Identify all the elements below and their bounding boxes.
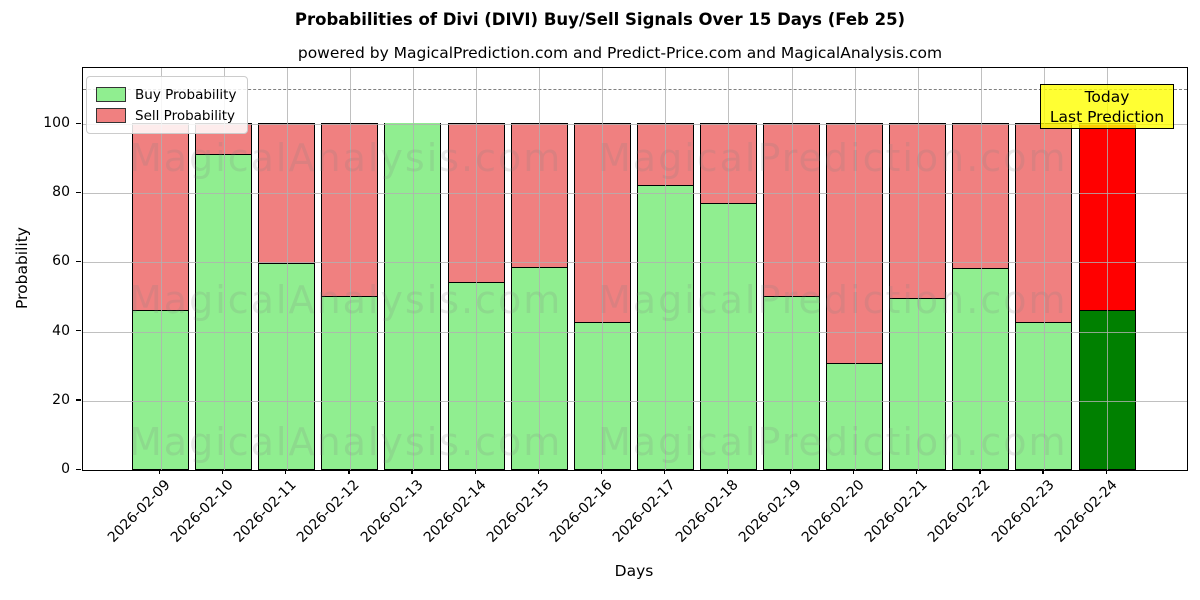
bar — [763, 122, 820, 470]
bar — [258, 122, 316, 470]
legend-label-buy: Buy Probability — [135, 86, 237, 103]
x-axis-label: Days — [614, 562, 654, 580]
bar — [889, 122, 947, 470]
x-tick-mark — [1042, 469, 1044, 474]
y-tick-label: 0 — [61, 461, 70, 477]
x-tick-label-text: 2026-02-20 — [799, 477, 868, 546]
bar — [826, 122, 884, 470]
x-tick-mark — [348, 469, 350, 474]
buy-swatch-icon — [96, 87, 126, 102]
chart-subtitle: powered by MagicalPrediction.com and Pre… — [297, 44, 943, 62]
x-tick-label-text: 2026-02-18 — [672, 477, 742, 546]
bar-segment-buy — [259, 263, 315, 469]
x-tick-label-text: 2026-02-23 — [988, 477, 1058, 546]
x-tick-label-text: 2026-02-12 — [294, 477, 364, 546]
x-tick-mark — [474, 469, 476, 474]
bar-segment-buy — [953, 268, 1009, 469]
chart-title: Probabilities of Divi (DIVI) Buy/Sell Si… — [294, 10, 906, 29]
y-axis-label: Probability — [13, 227, 31, 309]
today-annotation-line1: Today — [1084, 87, 1130, 106]
today-annotation-line2: Last Prediction — [1049, 107, 1165, 126]
x-tick-mark — [1105, 469, 1107, 474]
x-tick-mark — [663, 469, 666, 474]
x-tick-mark — [537, 469, 539, 474]
y-tick-mark — [76, 468, 81, 470]
bar-segment-buy — [890, 297, 946, 469]
bar-today — [1078, 122, 1136, 470]
y-tick-mark — [76, 122, 81, 124]
bar-segment-buy — [764, 296, 819, 469]
x-tick-mark — [411, 469, 413, 474]
y-tick-label: 100 — [43, 115, 70, 131]
bar — [195, 122, 253, 470]
bar-segment-buy — [637, 185, 693, 469]
bar — [573, 122, 631, 470]
legend: Buy Probability Sell Probability — [86, 76, 249, 134]
y-tick-mark — [76, 191, 81, 193]
bar-segment-buy — [511, 266, 567, 469]
y-tick-label: 40 — [52, 322, 70, 339]
x-tick-mark — [853, 469, 855, 474]
bar-segment-buy — [196, 154, 252, 469]
y-tick-mark — [76, 330, 81, 332]
legend-item-sell: Sell Probability — [96, 105, 236, 126]
legend-item-buy: Buy Probability — [96, 84, 236, 105]
bar — [321, 122, 379, 470]
x-tick-label-text: 2026-02-21 — [862, 477, 932, 546]
bar-segment-buy — [448, 282, 504, 469]
x-tick-label-text: 2026-02-17 — [609, 477, 679, 546]
bar-segment-buy — [574, 321, 630, 469]
y-tick-mark — [76, 260, 81, 263]
x-tick-label-text: 2026-02-24 — [1051, 477, 1121, 546]
dashed-threshold-line — [83, 89, 1187, 91]
x-tick-mark — [159, 469, 161, 474]
plot-area: Buy Probability Sell Probability Today L… — [82, 67, 1188, 471]
bar — [636, 122, 694, 470]
y-tick-label: 20 — [52, 391, 70, 408]
x-tick-mark — [916, 469, 918, 474]
bar — [1015, 122, 1073, 470]
x-tick-mark — [790, 469, 792, 474]
bar — [699, 122, 757, 470]
x-tick-mark — [979, 469, 981, 474]
x-tick-mark — [600, 469, 602, 474]
y-tick-label: 60 — [52, 253, 70, 270]
x-tick-label-text: 2026-02-22 — [925, 477, 995, 546]
x-tick-label-text: 2026-02-14 — [420, 477, 490, 546]
x-tick-label-text: 2026-02-15 — [483, 477, 553, 546]
x-tick-mark — [222, 469, 224, 474]
x-tick-label-text: 2026-02-13 — [357, 477, 427, 546]
x-tick-mark — [285, 469, 287, 474]
today-annotation: Today Last Prediction — [1040, 84, 1174, 129]
bar — [510, 122, 568, 470]
bar — [384, 122, 442, 470]
bar-segment-buy — [385, 123, 441, 469]
bar-segment-buy — [700, 202, 756, 469]
bar-segment-buy — [827, 363, 883, 469]
x-tick-label-text: 2026-02-19 — [735, 477, 805, 546]
bar-segment-buy — [1016, 321, 1072, 469]
y-tick-mark — [76, 399, 81, 401]
x-tick-label-text: 2026-02-11 — [231, 477, 301, 546]
bar-segment-buy — [133, 309, 188, 469]
x-tick-label-text: 2026-02-10 — [168, 477, 237, 546]
bar — [952, 122, 1010, 470]
x-tick-mark — [726, 469, 729, 474]
bar-segment-buy — [1079, 309, 1135, 469]
legend-label-sell: Sell Probability — [135, 107, 236, 124]
x-tick-label-text: 2026-02-09 — [104, 477, 174, 546]
y-tick-label: 80 — [52, 184, 70, 201]
bar — [132, 122, 189, 470]
bar — [447, 122, 505, 470]
x-tick-label-text: 2026-02-16 — [546, 477, 616, 546]
sell-swatch-icon — [96, 108, 126, 123]
bar-segment-buy — [322, 296, 378, 469]
